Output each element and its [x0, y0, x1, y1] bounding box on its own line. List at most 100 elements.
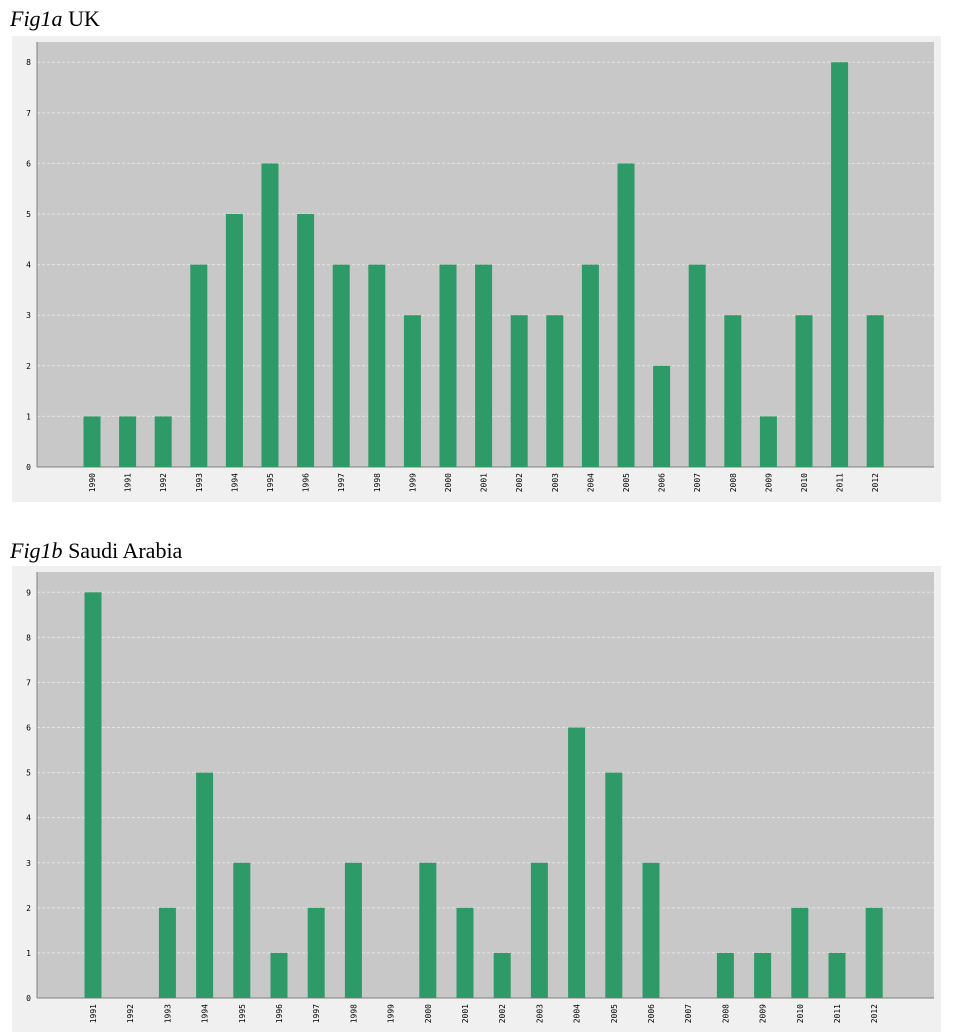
y-tick-label: 3 — [26, 311, 31, 320]
bar-1999 — [403, 315, 421, 467]
y-tick-label: 7 — [26, 678, 31, 687]
y-tick-label: 1 — [26, 412, 31, 421]
x-tick-label: 1997 — [337, 473, 346, 492]
x-tick-label: 2007 — [693, 473, 702, 492]
bar-1991 — [84, 592, 102, 998]
y-tick-label: 3 — [26, 859, 31, 868]
bar-1998 — [344, 862, 362, 998]
figure-b-title: Fig1b Saudi Arabia — [10, 538, 182, 564]
x-tick-label: 1994 — [230, 473, 239, 492]
y-tick-label: 0 — [26, 994, 31, 1003]
y-tick-label: 2 — [26, 362, 31, 371]
plot-area — [37, 572, 934, 998]
x-tick-label: 2006 — [647, 1004, 656, 1023]
x-tick-label: 2007 — [684, 1004, 693, 1023]
bar-2012 — [865, 907, 883, 998]
x-tick-label: 2011 — [833, 1004, 842, 1023]
x-tick-label: 2006 — [658, 473, 667, 492]
x-tick-label: 2003 — [551, 473, 560, 492]
x-tick-label: 2009 — [764, 473, 773, 492]
y-tick-label: 6 — [26, 724, 31, 733]
y-tick-label: 9 — [26, 588, 31, 597]
x-tick-label: 2002 — [498, 1004, 507, 1023]
x-tick-label: 2010 — [796, 1004, 805, 1023]
bar-1997 — [307, 907, 325, 998]
x-tick-label: 1990 — [88, 473, 97, 492]
y-tick-label: 2 — [26, 904, 31, 913]
bar-2000 — [439, 264, 457, 467]
bar-2000 — [419, 862, 437, 998]
y-tick-label: 4 — [26, 814, 31, 823]
bar-2007 — [688, 264, 706, 467]
x-tick-label: 2009 — [759, 1004, 768, 1023]
bar-2002 — [510, 315, 528, 467]
figure-a-tag: Fig1a — [10, 6, 63, 31]
x-tick-label: 1991 — [124, 473, 133, 492]
bar-1996 — [270, 952, 288, 998]
y-tick-label: 6 — [26, 159, 31, 168]
x-tick-label: 2010 — [800, 473, 809, 492]
bar-1993 — [158, 907, 176, 998]
bar-1993 — [190, 264, 208, 467]
x-tick-label: 1999 — [387, 1004, 396, 1023]
x-tick-label: 1993 — [195, 473, 204, 492]
bar-2010 — [791, 907, 809, 998]
y-tick-label: 1 — [26, 949, 31, 958]
x-tick-label: 1998 — [373, 473, 382, 492]
bar-2009 — [759, 416, 777, 467]
y-tick-label: 5 — [26, 769, 31, 778]
bar-2006 — [653, 365, 671, 467]
x-tick-label: 1992 — [126, 1004, 135, 1023]
x-tick-label: 2001 — [461, 1004, 470, 1023]
bar-2008 — [716, 952, 734, 998]
bar-2003 — [530, 862, 548, 998]
chart-saudi-arabia: 0 1 2 3 4 5 6 7 8 9 1991 1992 1993 1994 1995 1996 1997 19… — [12, 566, 941, 1032]
y-tick-label: 8 — [26, 58, 31, 67]
x-tick-label: 1999 — [408, 473, 417, 492]
x-tick-label: 1997 — [312, 1004, 321, 1023]
chart-uk: 0 1 2 3 4 5 6 7 8 1990 1991 1992 1993 1994 1995 1996 199… — [12, 36, 941, 502]
bar-1995 — [233, 862, 251, 998]
x-tick-label: 2012 — [871, 473, 880, 492]
y-tick-label: 8 — [26, 633, 31, 642]
bar-1992 — [154, 416, 172, 467]
x-tick-label: 2002 — [515, 473, 524, 492]
y-tick-label: 5 — [26, 210, 31, 219]
figure-b-tag: Fig1b — [10, 538, 63, 563]
y-tick-label: 0 — [26, 463, 31, 472]
bar-2004 — [568, 727, 586, 998]
x-tick-label: 1996 — [275, 1004, 284, 1023]
x-tick-label: 2000 — [424, 1004, 433, 1023]
y-tick-label: 4 — [26, 261, 31, 270]
x-tick-label: 2005 — [622, 473, 631, 492]
bar-1997 — [332, 264, 350, 467]
bar-1994 — [225, 214, 243, 467]
bar-1990 — [83, 416, 101, 467]
bar-1994 — [196, 772, 214, 998]
bar-2008 — [724, 315, 742, 467]
bar-2005 — [617, 163, 635, 467]
x-tick-label: 1994 — [201, 1004, 210, 1023]
x-tick-label: 2012 — [870, 1004, 879, 1023]
bar-1998 — [368, 264, 386, 467]
bar-2010 — [795, 315, 813, 467]
bar-2004 — [581, 264, 599, 467]
bar-2011 — [831, 62, 849, 467]
bar-2001 — [456, 907, 474, 998]
figure-a-title: Fig1a UK — [10, 6, 100, 32]
bar-1991 — [119, 416, 137, 467]
x-tick-label: 1995 — [266, 473, 275, 492]
bar-2005 — [605, 772, 623, 998]
x-tick-label: 2005 — [610, 1004, 619, 1023]
x-tick-label: 1992 — [159, 473, 168, 492]
x-tick-label: 2011 — [836, 473, 845, 492]
bar-2011 — [828, 952, 846, 998]
bar-1995 — [261, 163, 279, 467]
x-tick-label: 1993 — [163, 1004, 172, 1023]
figure-a-country: UK — [68, 6, 100, 31]
bar-2001 — [475, 264, 493, 467]
x-tick-label: 1995 — [238, 1004, 247, 1023]
bar-1996 — [297, 214, 315, 467]
bar-2009 — [754, 952, 772, 998]
x-tick-label: 2000 — [444, 473, 453, 492]
